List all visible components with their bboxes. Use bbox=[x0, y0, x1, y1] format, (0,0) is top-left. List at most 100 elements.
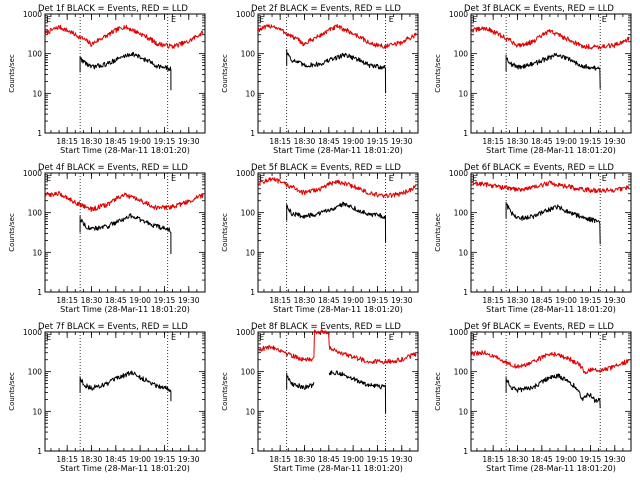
y-tick-label: 1000 bbox=[236, 10, 255, 19]
chart-title: Det 6f BLACK = Events, RED = LLD bbox=[464, 163, 614, 173]
y-axis-label: Counts/sec bbox=[434, 213, 442, 252]
e-marker: E bbox=[472, 174, 477, 183]
e-marker: E bbox=[46, 333, 51, 342]
x-tick-label: 19:30 bbox=[178, 296, 200, 305]
x-tick-label: 19:15 bbox=[154, 137, 176, 146]
y-tick-label: 1 bbox=[250, 288, 255, 297]
y-tick-label: 1 bbox=[37, 288, 42, 297]
y-tick-label: 10 bbox=[245, 407, 255, 416]
chart-title: Det 5f BLACK = Events, RED = LLD bbox=[251, 163, 401, 173]
x-tick-label: 18:15 bbox=[269, 296, 291, 305]
series-lld-line bbox=[257, 23, 417, 50]
y-axis-label: Counts/sec bbox=[434, 372, 442, 411]
series-events-line bbox=[79, 51, 172, 91]
chart-title: Det 9f BLACK = Events, RED = LLD bbox=[464, 322, 614, 332]
x-tick-label: 18:45 bbox=[105, 455, 127, 464]
x-tick-label: 18:30 bbox=[81, 455, 103, 464]
series-events-line bbox=[286, 49, 387, 94]
y-axis-label: Counts/sec bbox=[8, 213, 16, 252]
chart-title: Det 2f BLACK = Events, RED = LLD bbox=[251, 4, 401, 14]
e-marker: E bbox=[259, 333, 264, 342]
y-tick-label: 100 bbox=[241, 368, 256, 377]
x-tick-label: 18:15 bbox=[482, 137, 504, 146]
x-tick-label: 18:45 bbox=[318, 296, 340, 305]
y-axis-label: Counts/sec bbox=[221, 372, 229, 411]
y-axis-label: Counts/sec bbox=[221, 54, 229, 93]
series-events-line bbox=[79, 370, 172, 402]
series-events-line bbox=[505, 201, 601, 245]
x-tick-label: 19:30 bbox=[604, 137, 626, 146]
x-tick-label: 19:15 bbox=[154, 455, 176, 464]
x-axis-label: Start Time (28-Mar-11 18:01:20) bbox=[486, 305, 616, 314]
chart-title: Det 4f BLACK = Events, RED = LLD bbox=[38, 163, 188, 173]
x-axis-label: Start Time (28-Mar-11 18:01:20) bbox=[486, 146, 616, 155]
x-axis-label: Start Time (28-Mar-11 18:01:20) bbox=[273, 146, 403, 155]
y-tick-label: 1000 bbox=[23, 10, 42, 19]
series-lld-line bbox=[258, 329, 417, 365]
y-tick-label: 1 bbox=[463, 129, 468, 138]
x-tick-label: 19:30 bbox=[604, 455, 626, 464]
series-lld-line bbox=[45, 190, 204, 213]
y-tick-label: 10 bbox=[32, 89, 42, 98]
e-marker: E bbox=[472, 15, 477, 24]
x-tick-label: 18:15 bbox=[56, 455, 78, 464]
x-tick-label: 19:00 bbox=[555, 296, 577, 305]
plot-frame bbox=[257, 172, 419, 293]
e-marker: E bbox=[389, 174, 394, 183]
chart-panel-6: Det 6f BLACK = Events, RED = LLD 1 10 100 10… bbox=[434, 163, 632, 314]
y-tick-label: 10 bbox=[32, 407, 42, 416]
chart-panel-7: Det 7f BLACK = Events, RED = LLD 1 10 100 10… bbox=[8, 322, 206, 473]
x-tick-label: 18:45 bbox=[531, 455, 553, 464]
chart-title: Det 8f BLACK = Events, RED = LLD bbox=[251, 322, 401, 332]
x-tick-label: 19:00 bbox=[555, 137, 577, 146]
y-tick-label: 1 bbox=[250, 447, 255, 456]
y-tick-label: 10 bbox=[458, 248, 468, 257]
y-tick-label: 1 bbox=[37, 129, 42, 138]
x-tick-label: 19:00 bbox=[129, 137, 151, 146]
x-tick-label: 19:30 bbox=[391, 137, 413, 146]
e-marker: E bbox=[602, 15, 607, 24]
x-axis-label: Start Time (28-Mar-11 18:01:20) bbox=[273, 464, 403, 473]
chart-title: Det 7f BLACK = Events, RED = LLD bbox=[38, 322, 188, 332]
chart-title: Det 3f BLACK = Events, RED = LLD bbox=[464, 4, 614, 14]
e-marker: E bbox=[389, 15, 394, 24]
x-tick-label: 18:30 bbox=[507, 137, 529, 146]
y-tick-label: 1000 bbox=[23, 169, 42, 178]
x-axis-label: Start Time (28-Mar-11 18:01:20) bbox=[273, 305, 403, 314]
x-tick-label: 19:00 bbox=[129, 455, 151, 464]
chart-panel-3: Det 3f BLACK = Events, RED = LLD 1 10 100 10… bbox=[434, 4, 632, 155]
x-axis-label: Start Time (28-Mar-11 18:01:20) bbox=[60, 146, 190, 155]
y-tick-label: 100 bbox=[454, 209, 469, 218]
chart-panel-5: Det 5f BLACK = Events, RED = LLD 1 10 100 10… bbox=[221, 163, 419, 314]
x-tick-label: 19:30 bbox=[178, 455, 200, 464]
x-tick-label: 19:00 bbox=[555, 455, 577, 464]
series-events-line bbox=[79, 213, 172, 255]
y-tick-label: 100 bbox=[241, 50, 256, 59]
y-tick-label: 10 bbox=[32, 248, 42, 257]
e-marker: E bbox=[472, 333, 477, 342]
x-axis-label: Start Time (28-Mar-11 18:01:20) bbox=[486, 464, 616, 473]
x-tick-label: 19:15 bbox=[367, 455, 389, 464]
x-tick-label: 19:15 bbox=[580, 137, 602, 146]
e-marker: E bbox=[259, 15, 264, 24]
x-tick-label: 19:00 bbox=[342, 455, 364, 464]
y-tick-label: 100 bbox=[28, 209, 43, 218]
e-marker: E bbox=[389, 333, 394, 342]
y-tick-label: 1 bbox=[463, 447, 468, 456]
e-marker: E bbox=[171, 174, 176, 183]
y-axis-label: Counts/sec bbox=[221, 213, 229, 252]
y-tick-label: 1000 bbox=[236, 169, 255, 178]
e-marker: E bbox=[171, 333, 176, 342]
y-tick-label: 1000 bbox=[449, 169, 468, 178]
x-tick-label: 19:30 bbox=[178, 137, 200, 146]
y-tick-label: 100 bbox=[454, 50, 469, 59]
y-tick-label: 1000 bbox=[23, 328, 42, 337]
chart-panel-2: Det 2f BLACK = Events, RED = LLD 1 10 100 10… bbox=[221, 4, 419, 155]
x-tick-label: 19:30 bbox=[391, 455, 413, 464]
plot-frame bbox=[257, 13, 419, 134]
e-marker: E bbox=[602, 333, 607, 342]
y-tick-label: 10 bbox=[245, 248, 255, 257]
series-events-line bbox=[505, 52, 601, 89]
x-tick-label: 18:45 bbox=[105, 296, 127, 305]
y-tick-label: 1 bbox=[463, 288, 468, 297]
